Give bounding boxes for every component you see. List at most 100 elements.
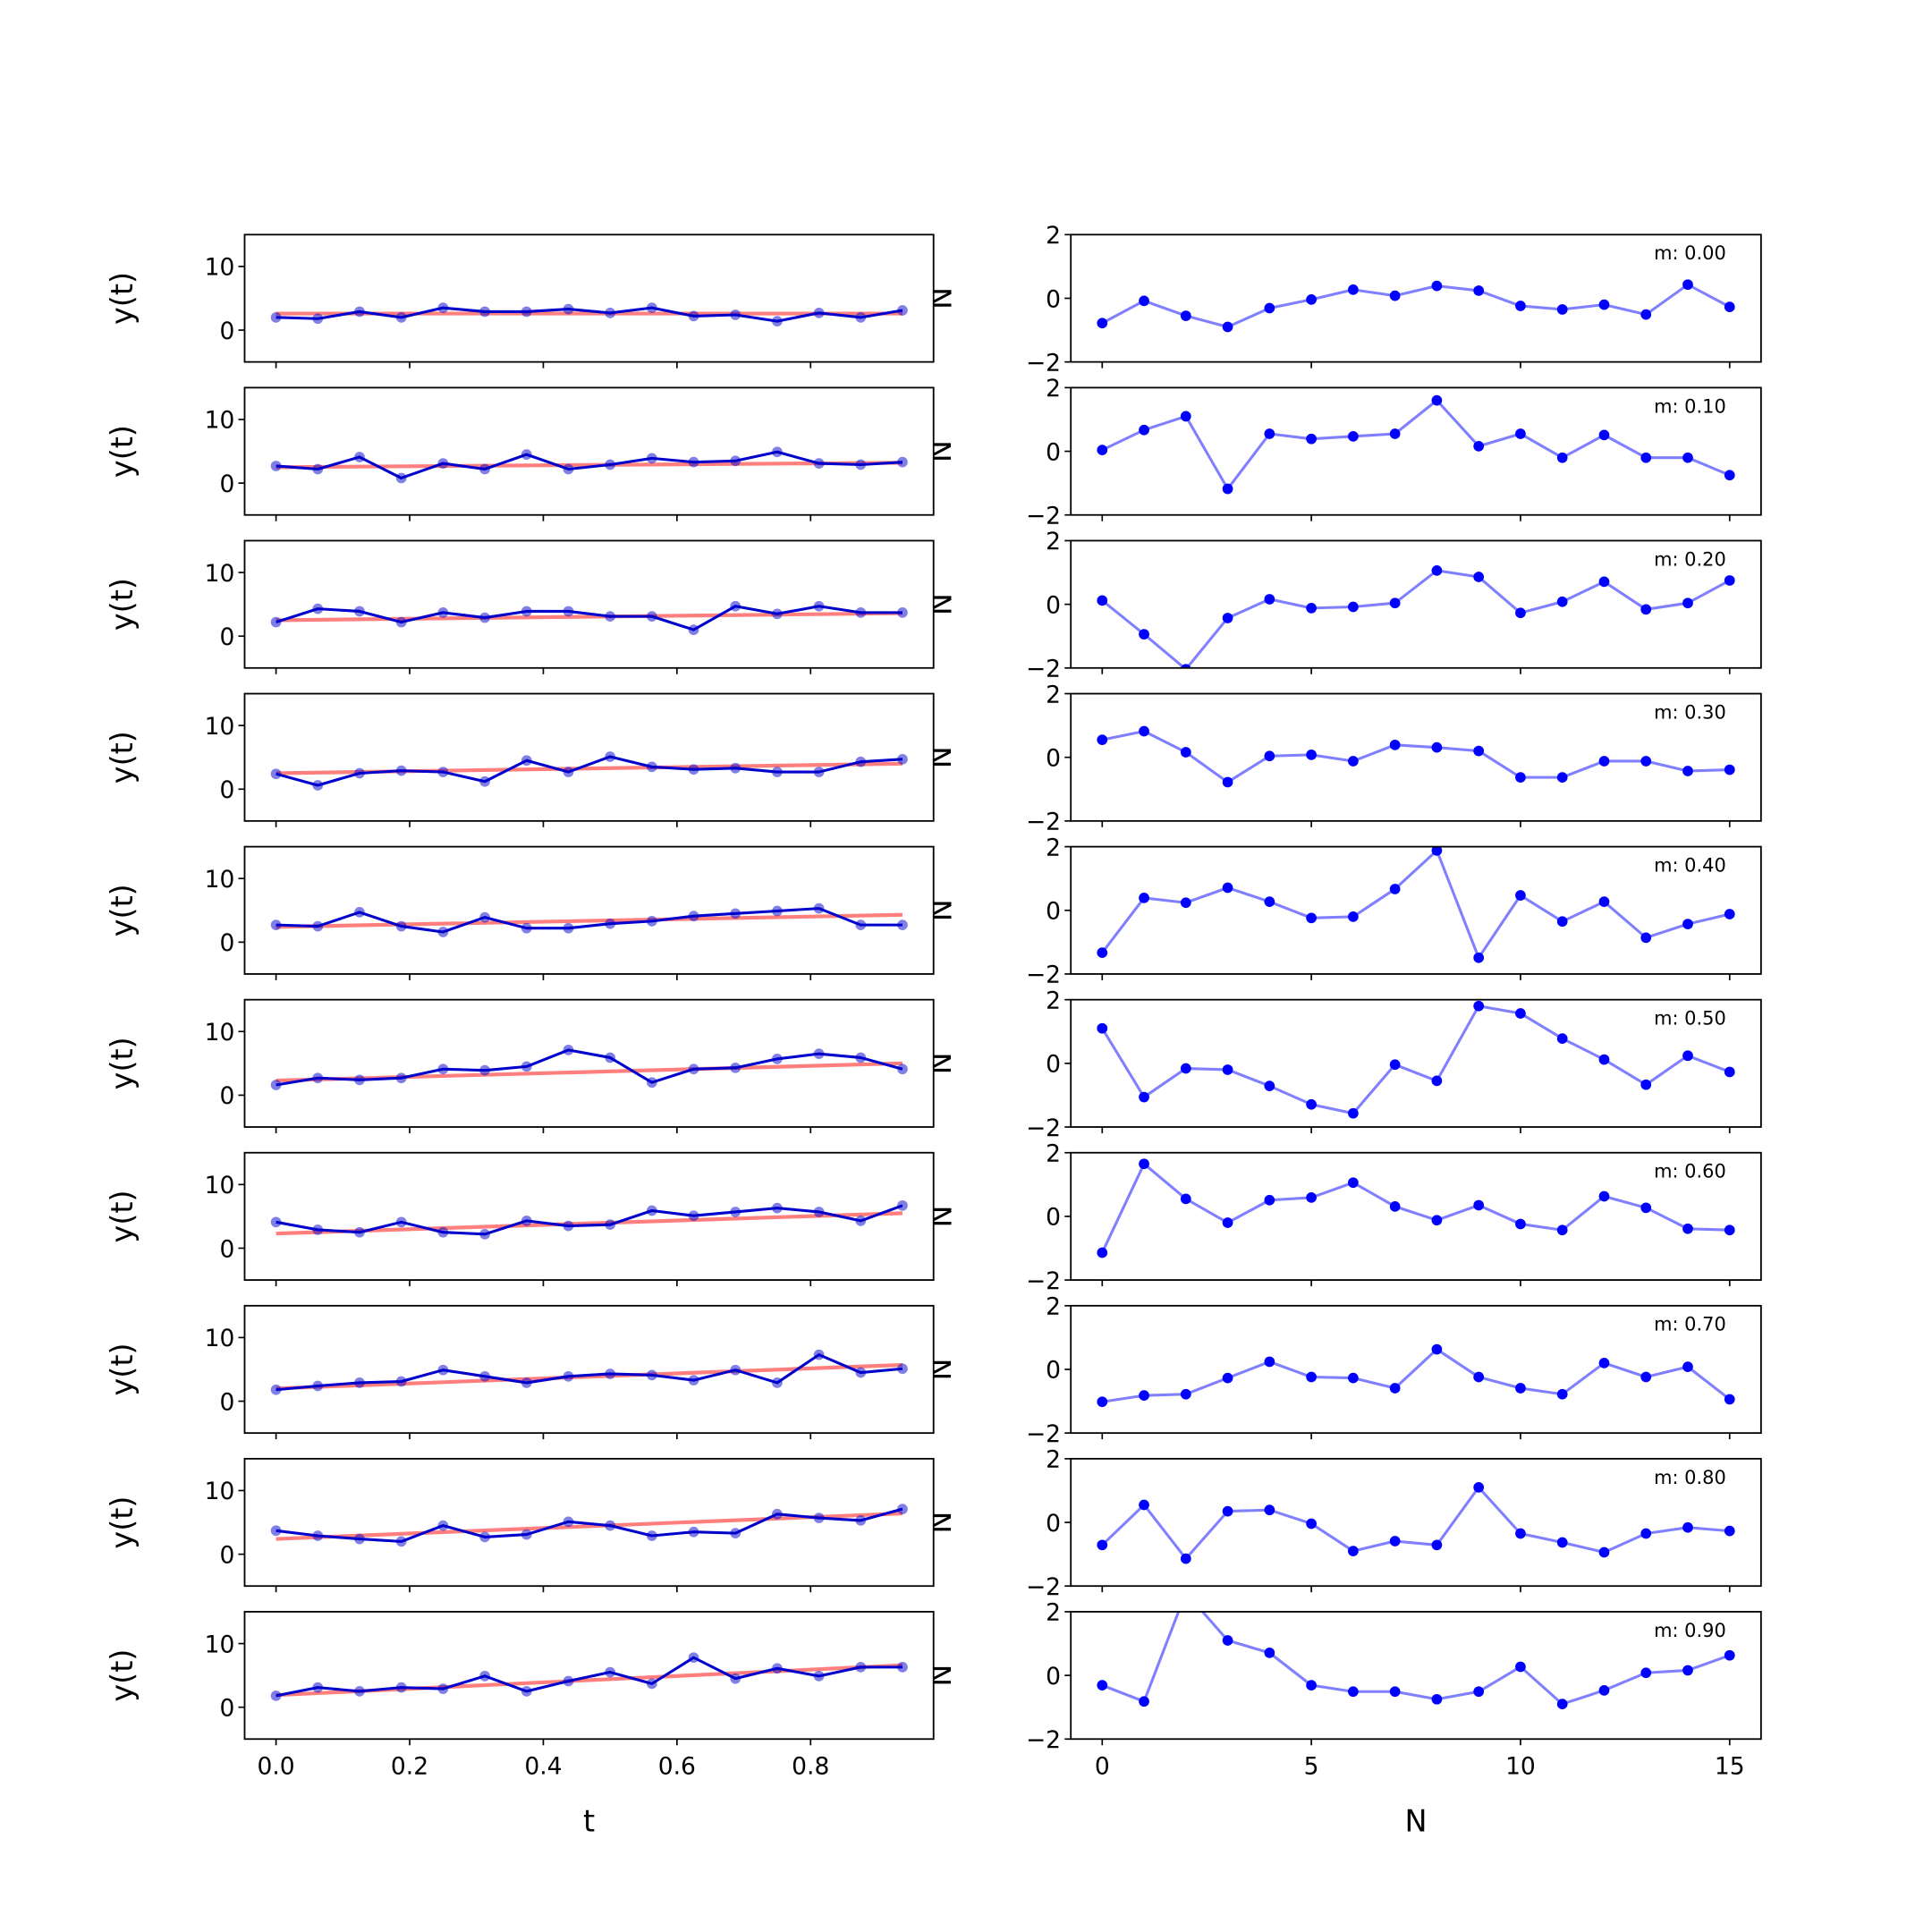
y-tick-label: 0 [219, 1388, 234, 1416]
data-point [354, 452, 365, 462]
axes-background [244, 540, 934, 668]
data-point [395, 616, 407, 628]
y-tick-label: 2 [1046, 834, 1061, 861]
data-point [1348, 1686, 1359, 1698]
data-point [605, 1052, 615, 1063]
data-point [1097, 947, 1108, 958]
data-point [1515, 607, 1526, 619]
data-point [897, 305, 908, 316]
data-point [1473, 1371, 1485, 1383]
data-point [563, 1675, 574, 1687]
data-point [1640, 309, 1652, 320]
y-tick-label: −2 [1026, 502, 1061, 530]
y-axis-label: y(t) [105, 731, 140, 784]
axes-background [1071, 387, 1761, 515]
data-point [521, 755, 532, 767]
data-point [563, 767, 574, 777]
data-point [354, 1074, 365, 1086]
y-tick-label: 0 [1046, 1357, 1061, 1385]
data-point [1473, 1000, 1485, 1012]
annotation: m: 0.30 [1654, 701, 1726, 723]
data-line [1101, 1611, 1731, 1706]
x-axis-label: t [583, 1804, 595, 1839]
data-point [1473, 1686, 1485, 1698]
data-line [1101, 729, 1730, 784]
data-point [1222, 1217, 1233, 1228]
data-point [855, 1662, 867, 1673]
data-point [772, 767, 783, 777]
plot-area [1097, 1158, 1735, 1258]
y-tick-label: 0 [219, 623, 234, 651]
data-point [312, 313, 324, 325]
axes-background [1071, 1152, 1761, 1281]
axes-frame [243, 1457, 935, 1588]
data-point [1515, 1218, 1526, 1230]
data-point [270, 1216, 282, 1228]
data-point [855, 1052, 867, 1063]
y-tick-label: −2 [1026, 1267, 1061, 1295]
data-point [437, 302, 449, 314]
data-line [1101, 283, 1731, 329]
axes: 0 10 y(t) [105, 1304, 935, 1440]
data-point [1222, 1372, 1233, 1384]
data-point [1348, 911, 1359, 922]
y-tick-label: 10 [205, 1325, 235, 1352]
data-point [1556, 1388, 1568, 1400]
y-tick-label: 0 [219, 1082, 234, 1110]
plot-area [1097, 565, 1735, 668]
data-point [605, 1368, 615, 1379]
data-point [1264, 302, 1275, 314]
x-tick-label: 5 [1304, 1752, 1319, 1780]
data-point [772, 905, 783, 917]
data-point [646, 611, 657, 623]
data-point [897, 607, 908, 618]
data-point [1222, 882, 1233, 894]
data-line [1101, 1486, 1730, 1561]
data-point [563, 922, 574, 934]
data-point [1264, 1647, 1275, 1658]
data-point [1180, 1193, 1191, 1205]
axes-frame [1070, 386, 1762, 516]
data-point [1724, 1066, 1735, 1078]
data-point [1682, 452, 1693, 463]
axes-frame [243, 1151, 935, 1281]
data-point [1431, 1215, 1443, 1226]
annotation: m: 0.60 [1654, 1161, 1726, 1182]
data-point [1473, 285, 1485, 296]
data-line [1100, 1162, 1730, 1254]
plot-area [270, 751, 908, 791]
data-point [1682, 1521, 1693, 1533]
data-point [1389, 1201, 1401, 1212]
axes-background [1071, 234, 1761, 362]
data-point [479, 1370, 490, 1382]
data-point [1097, 318, 1108, 329]
data-point [730, 908, 741, 919]
data-point [1389, 1686, 1401, 1698]
data-point [1598, 756, 1610, 767]
data-point [1682, 919, 1693, 929]
axes-frame [1070, 1457, 1762, 1588]
data-point [897, 1063, 908, 1075]
data-point [521, 306, 532, 318]
data-point [813, 458, 825, 469]
data-point [897, 1363, 908, 1375]
data-point [1264, 594, 1275, 605]
data-point [730, 309, 741, 320]
annotation: m: 0.80 [1654, 1467, 1726, 1488]
data-point [563, 303, 574, 315]
data-point [1682, 1223, 1693, 1234]
y-tick-label: −2 [1026, 1114, 1061, 1142]
data-point [1431, 565, 1443, 576]
y-tick-label: −2 [1026, 809, 1061, 836]
plot-area [270, 600, 908, 635]
y-tick-label: 2 [1046, 681, 1061, 708]
y-tick-label: −2 [1026, 656, 1061, 683]
y-tick-label: 10 [205, 713, 235, 741]
data-point [1598, 576, 1610, 588]
data-point [605, 1520, 615, 1531]
